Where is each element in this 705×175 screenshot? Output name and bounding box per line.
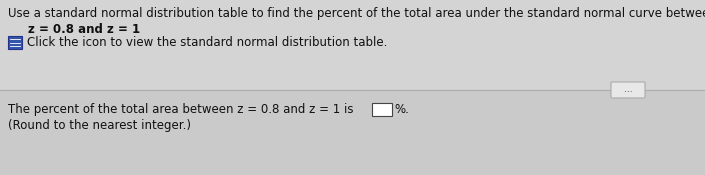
FancyBboxPatch shape xyxy=(611,82,645,98)
FancyBboxPatch shape xyxy=(372,103,392,116)
Text: (Round to the nearest integer.): (Round to the nearest integer.) xyxy=(8,119,191,132)
Text: Use a standard normal distribution table to find the percent of the total area u: Use a standard normal distribution table… xyxy=(8,7,705,20)
Text: Click the icon to view the standard normal distribution table.: Click the icon to view the standard norm… xyxy=(27,36,387,49)
FancyBboxPatch shape xyxy=(0,0,705,90)
Text: %.: %. xyxy=(394,103,409,116)
FancyBboxPatch shape xyxy=(8,36,22,49)
FancyBboxPatch shape xyxy=(0,90,705,175)
Text: ...: ... xyxy=(624,86,632,95)
Text: z = 0.8 and z = 1: z = 0.8 and z = 1 xyxy=(28,23,140,36)
Text: The percent of the total area between z = 0.8 and z = 1 is: The percent of the total area between z … xyxy=(8,103,353,116)
